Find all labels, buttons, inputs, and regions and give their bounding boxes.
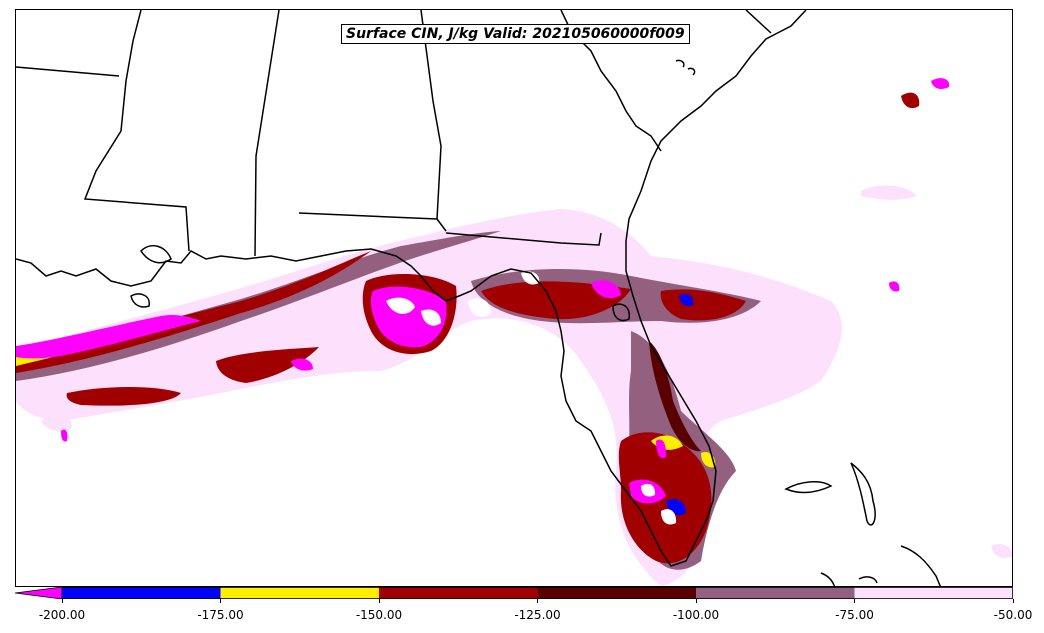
- cin-hole: [641, 483, 656, 497]
- cin-hole: [386, 297, 415, 314]
- island: [850, 462, 876, 526]
- colorbar: [15, 587, 1013, 599]
- cin-region-magenta: [931, 78, 950, 89]
- state-border: [745, 10, 772, 34]
- state-border: [83, 10, 190, 252]
- lake: [612, 303, 630, 322]
- colorbar-tick: [695, 599, 697, 603]
- colorbar-bin: [696, 587, 855, 599]
- cin-region-magenta: [16, 314, 201, 359]
- coastlines-and-borders: [16, 10, 941, 586]
- island: [900, 545, 941, 586]
- colorbar-bin: [62, 587, 221, 599]
- cin-region-red: [481, 281, 631, 320]
- state-border: [298, 212, 447, 232]
- cin-hole: [521, 271, 540, 285]
- island: [687, 67, 696, 76]
- cin-shading: [16, 78, 1012, 586]
- colorbar-tick-label: -175.00: [197, 608, 244, 622]
- colorbar-tick-label: -150.00: [355, 608, 403, 622]
- map-title: Surface CIN, J/kg Valid: 202105060000f00…: [341, 24, 690, 44]
- coastline: [16, 10, 807, 567]
- state-border: [254, 10, 280, 257]
- cin-region-magenta: [656, 439, 667, 459]
- colorbar-tick-label: -125.00: [514, 608, 561, 622]
- cin-region-red: [216, 347, 319, 383]
- coastline: [130, 293, 150, 308]
- colorbar-outline: [61, 587, 1013, 599]
- cin-region-light: [861, 185, 916, 200]
- cin-region-light: [41, 415, 72, 431]
- colorbar-tick: [1012, 599, 1014, 603]
- cin-map: [16, 10, 1012, 586]
- colorbar-tick: [220, 599, 221, 603]
- colorbar-bin: [379, 587, 538, 599]
- state-border: [445, 232, 602, 246]
- colorbar-tick-label: -75.00: [835, 608, 874, 622]
- colorbar-tick-label: -200.00: [38, 608, 86, 622]
- cin-region-magenta: [889, 281, 900, 292]
- coastline: [140, 244, 172, 264]
- colorbar-tick: [61, 599, 63, 603]
- colorbar-tick-label: -50.00: [993, 608, 1033, 622]
- island: [784, 481, 833, 494]
- cin-region-blue: [679, 293, 694, 306]
- colorbar-tick-label: -100.00: [672, 608, 720, 622]
- cin-hole: [661, 509, 677, 525]
- colorbar-bin: [220, 587, 379, 599]
- colorbar-tick: [378, 599, 380, 603]
- map-panel: Surface CIN, J/kg Valid: 202105060000f00…: [15, 9, 1013, 587]
- state-border: [420, 10, 442, 220]
- island: [675, 59, 685, 68]
- island: [858, 576, 878, 584]
- cin-region-red: [66, 386, 181, 406]
- cin-region-magenta: [61, 429, 68, 442]
- island: [820, 572, 836, 586]
- cin-hole: [421, 309, 441, 326]
- cin-region-maroon: [649, 341, 701, 452]
- state-border: [16, 66, 120, 77]
- cin-region-red: [618, 432, 712, 564]
- colorbar-tick: [854, 599, 855, 603]
- colorbar-bin: [854, 587, 1013, 599]
- colorbar-bin: [537, 587, 696, 599]
- cin-region-magenta: [291, 358, 313, 371]
- cin-region-red: [901, 92, 920, 109]
- colorbar-extend-triangle: [15, 587, 63, 599]
- colorbar-tick: [537, 599, 538, 603]
- cin-region-light: [991, 544, 1012, 558]
- cin-hole: [468, 298, 491, 317]
- cin-region-magenta: [591, 280, 621, 299]
